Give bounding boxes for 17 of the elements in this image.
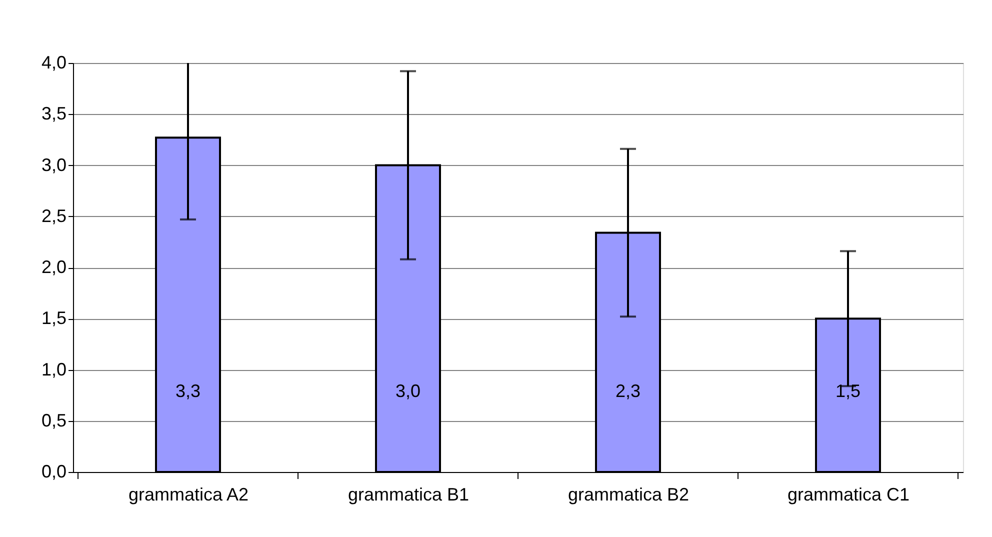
y-tick-label: 2,5	[41, 206, 66, 226]
y-tick-label: 3,5	[41, 104, 66, 124]
x-tick-label: grammatica B1	[348, 484, 470, 504]
data-label: 3,0	[395, 381, 421, 401]
y-tick-label: 0,5	[41, 410, 66, 430]
data-label: 1,5	[835, 381, 861, 401]
y-tick-label: 4,0	[41, 52, 66, 72]
y-tick-label: 0,0	[41, 462, 66, 482]
data-label: 3,3	[175, 381, 201, 401]
x-tick-label: grammatica C1	[787, 484, 910, 504]
x-tick-label: grammatica A2	[128, 484, 249, 504]
y-tick-label: 2,0	[41, 257, 66, 277]
data-label: 2,3	[615, 381, 641, 401]
y-tick-label: 1,0	[41, 359, 66, 380]
y-tick-label: 3,0	[41, 154, 66, 175]
x-tick-label: grammatica B2	[568, 484, 690, 504]
y-tick-label: 1,5	[41, 308, 66, 328]
